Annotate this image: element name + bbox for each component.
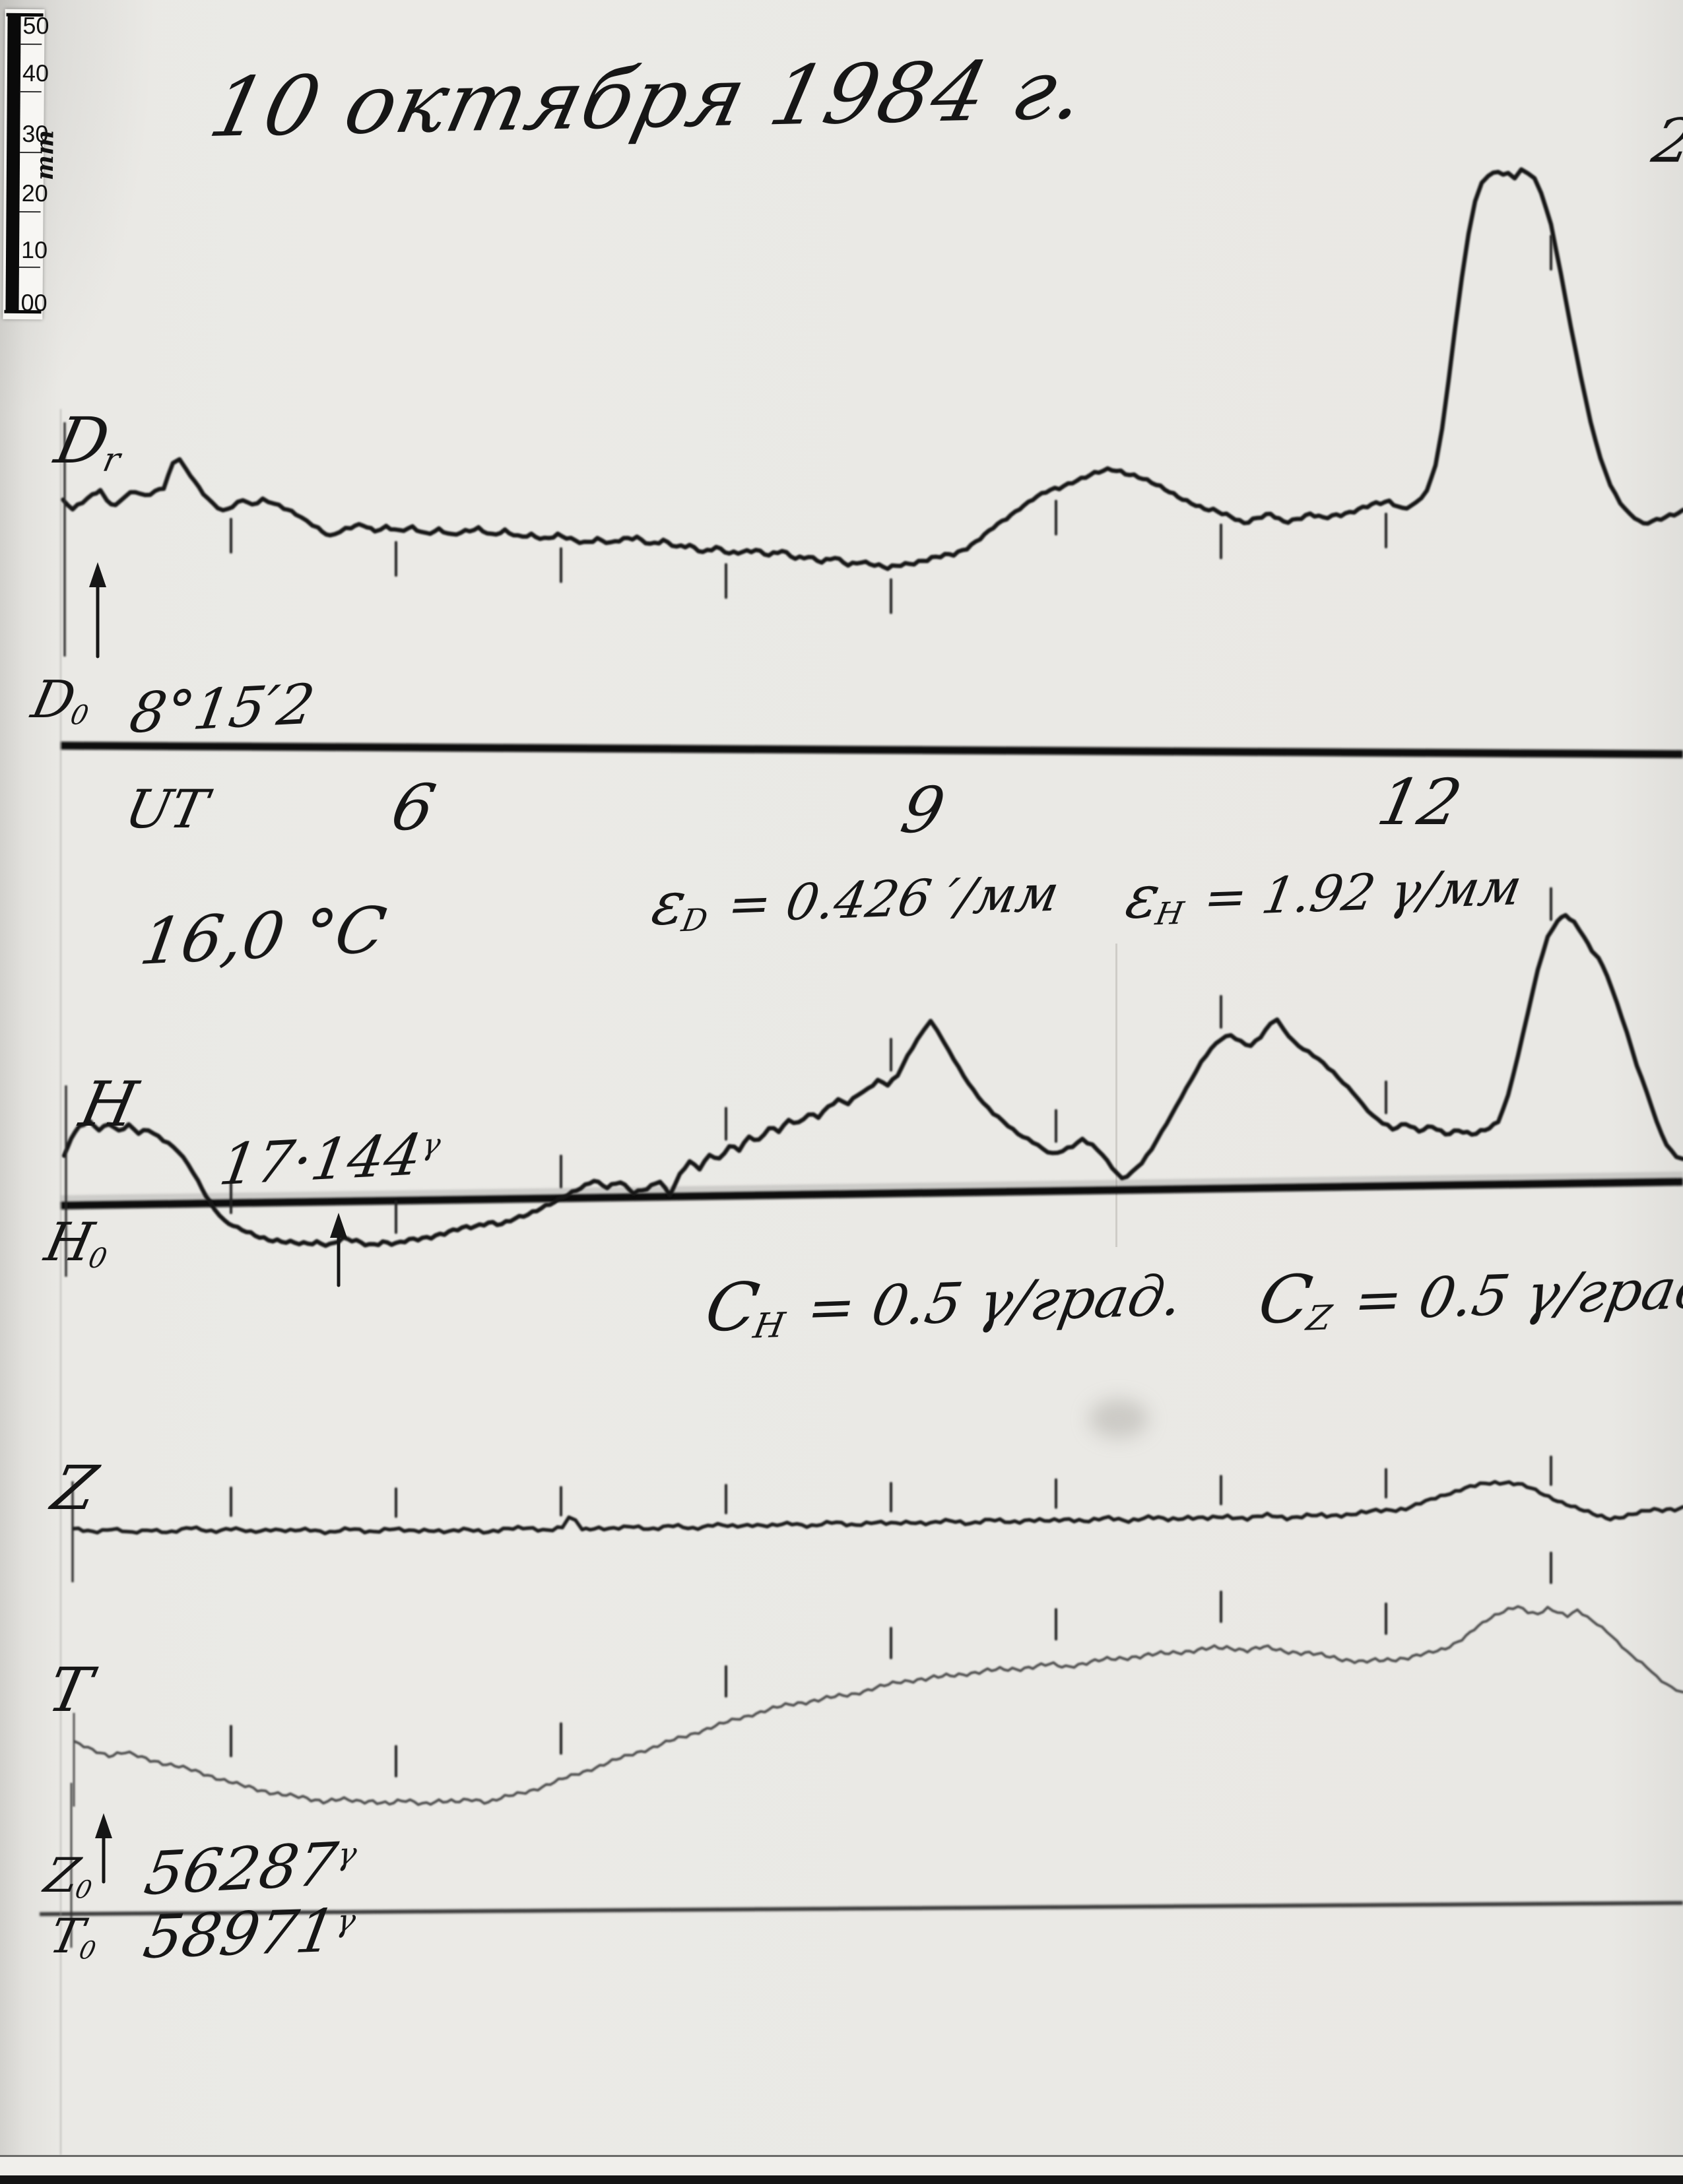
temp-coefficient-h-sub: H xyxy=(750,1305,788,1347)
scan-edge-band xyxy=(0,2175,1683,2184)
page-title: 10 октября 1984 г. xyxy=(201,42,1096,156)
paper-smudge xyxy=(1089,1399,1148,1438)
traces-layer xyxy=(60,167,1683,2155)
baseline-label-h0: H0 xyxy=(40,1211,116,1274)
paper-edge-gap xyxy=(0,2157,1683,2175)
scale-value-h-text: = 1.92 γ/мм xyxy=(1199,858,1527,927)
baselines-layer xyxy=(39,742,1683,1916)
baseline-D0 xyxy=(60,742,1683,758)
temp-coefficient-z: CZ = 0.5 γ/град. xyxy=(1253,1245,1683,1340)
baseline-Z0T0 xyxy=(39,1901,1683,1916)
temp-coefficient-z-text: = 0.5 γ/град. xyxy=(1349,1255,1683,1333)
baseline-value-h0-number: 17·144 xyxy=(215,1122,426,1198)
scale-value-d-sub: D xyxy=(678,902,710,940)
baseline-value-t0: 58971γ xyxy=(139,1896,360,1972)
scale-value-h: εH = 1.92 γ/мм xyxy=(1121,849,1527,934)
up-arrow-head xyxy=(89,562,106,587)
baseline-value-t0-number: 58971 xyxy=(139,1896,341,1972)
trace-D xyxy=(60,167,1683,571)
hour-label-12: 12 xyxy=(1371,765,1468,839)
time-axis-label: UT xyxy=(120,779,213,840)
scale-value-d-text: = 0.426 ′/мм xyxy=(723,864,1064,934)
trace-T xyxy=(74,1605,1683,1807)
trace-H xyxy=(61,913,1683,1248)
baseline-value-d0: 8°15′2 xyxy=(125,671,319,746)
trace-Z xyxy=(72,1479,1683,1535)
temperature-note: 16,0 °C xyxy=(135,893,391,979)
baseline-H0 xyxy=(60,1178,1683,1209)
paper-edge-line xyxy=(0,2155,1683,2157)
baseline-value-h0: 17·144γ xyxy=(215,1121,444,1198)
up-arrow-head xyxy=(330,1213,347,1238)
paper-crease xyxy=(1115,944,1117,1247)
marks-layer xyxy=(89,562,347,1884)
up-arrow-head xyxy=(95,1813,112,1838)
scale-value-d: εD = 0.426 ′/мм xyxy=(647,856,1065,940)
temp-coefficient-h-text: = 0.5 γ/град. xyxy=(802,1263,1188,1341)
hour-ticks-layer xyxy=(230,235,1552,1778)
baseline-halo xyxy=(60,1171,1683,1202)
scale-value-h-sub: H xyxy=(1152,895,1187,933)
